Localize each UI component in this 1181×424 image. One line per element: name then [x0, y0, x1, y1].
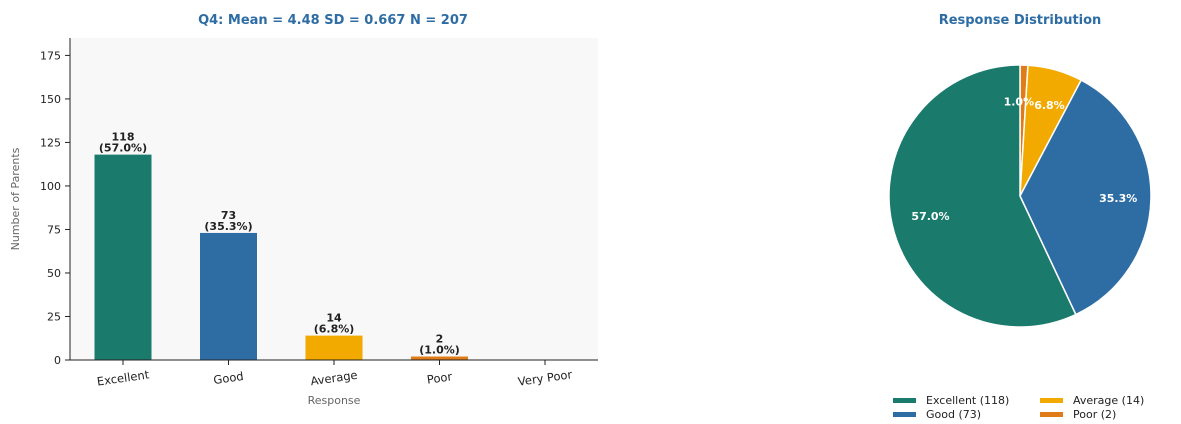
- pie-legend: Excellent (118)Good (73) Average (14)Poor…: [893, 394, 1144, 421]
- pie-slice-labels: 1.0% 6.8% 35.3% 57.0%: [911, 96, 1137, 223]
- bar-good: [200, 232, 257, 360]
- legend-swatch: [1040, 398, 1063, 403]
- y-tick-label: 125: [40, 136, 61, 149]
- legend-label: Good (73): [926, 408, 981, 421]
- x-tick-label: Very Poor: [517, 367, 573, 388]
- pie-percent-label: 1.0%: [1004, 96, 1035, 109]
- legend-label: Poor (2): [1073, 408, 1116, 421]
- bar-plot-area: [70, 38, 598, 360]
- bar-poor: [411, 356, 468, 360]
- bar-chart-title: Q4: Mean = 4.48 SD = 0.667 N = 207: [198, 13, 468, 28]
- x-tick-label: Good: [213, 369, 245, 387]
- y-axis-ticks: 0 25 50 75 100 125 150 175: [40, 49, 70, 367]
- pie-slices: [888, 64, 1152, 328]
- x-axis-ticks: Excellent Good Average Poor Very Poor: [96, 360, 573, 389]
- pie-percent-label: 35.3%: [1099, 192, 1137, 205]
- bar-average: [305, 335, 363, 360]
- y-tick-label: 150: [40, 93, 61, 106]
- x-tick-label: Average: [310, 368, 359, 388]
- legend-swatch: [1040, 412, 1063, 417]
- bar-percent-label: (6.8%): [314, 323, 355, 336]
- y-tick-label: 175: [40, 49, 61, 62]
- y-axis-label: Number of Parents: [9, 147, 22, 250]
- x-tick-label: Excellent: [96, 367, 150, 388]
- bar-percent-label: (57.0%): [99, 142, 147, 155]
- legend-swatch: [893, 398, 916, 403]
- pie-slice-excellent: [888, 64, 1077, 328]
- x-axis-label: Response: [308, 394, 361, 407]
- x-tick-label: Poor: [426, 369, 453, 386]
- y-tick-label: 75: [47, 223, 61, 236]
- pie-percent-label: 57.0%: [911, 210, 949, 223]
- y-tick-label: 25: [47, 310, 61, 323]
- bar-count-label: 118: [112, 131, 135, 144]
- y-tick-label: 0: [54, 354, 61, 367]
- bar-excellent: [94, 154, 152, 360]
- bar-count-label: 14: [326, 312, 342, 325]
- bar-count-label: 2: [436, 333, 444, 346]
- y-tick-label: 50: [47, 267, 61, 280]
- y-tick-label: 100: [40, 180, 61, 193]
- bar-chart: Q4: Mean = 4.48 SD = 0.667 N = 207 0 25 50…: [9, 13, 598, 407]
- bar-percent-label: (35.3%): [204, 220, 252, 233]
- legend-label: Average (14): [1073, 394, 1144, 407]
- bars: [94, 154, 468, 360]
- pie-percent-label: 6.8%: [1034, 99, 1065, 112]
- bar-count-label: 73: [221, 209, 236, 222]
- pie-chart: Response Distribution 1.0% 6.8% 35.3% 57.0%…: [888, 13, 1152, 421]
- bar-percent-label: (1.0%): [419, 344, 460, 357]
- legend-swatch: [893, 412, 916, 417]
- legend-label: Excellent (118): [926, 394, 1009, 407]
- bar-value-labels: 118(57.0%) 73(35.3%) 14(6.8%) 2(1.0%): [99, 131, 460, 357]
- pie-slice-good: [1019, 79, 1152, 316]
- pie-chart-title: Response Distribution: [939, 13, 1102, 28]
